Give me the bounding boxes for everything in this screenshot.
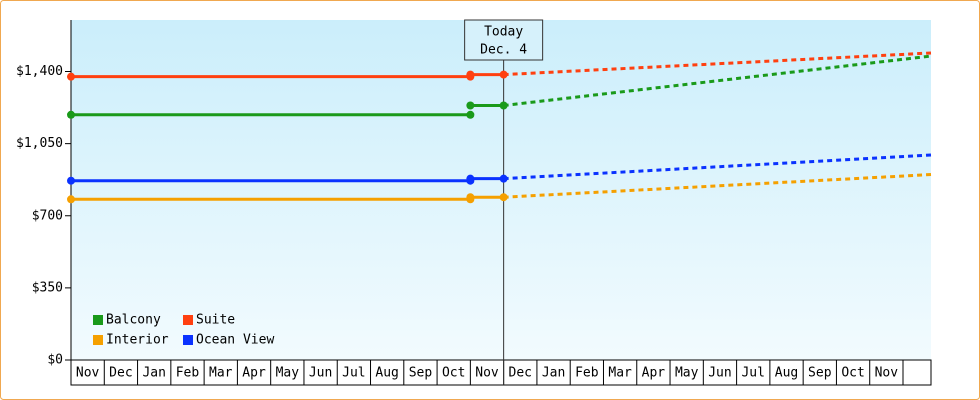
point [499,193,508,202]
x-tick-label: Dec [109,366,132,381]
x-tick-label: Sep [808,366,832,381]
month-strip [70,359,932,386]
x-tick-label: Mar [608,366,632,381]
x-tick-label: Feb [176,366,200,381]
x-tick-label: Oct [841,366,864,381]
legend-label: Interior [106,333,169,348]
x-tick-label: Sep [409,366,433,381]
legend-swatch [93,335,103,345]
today-date: Dec. 4 [480,43,527,58]
x-tick-label: Jul [741,366,764,381]
y-tick-label: $1,050 [16,136,63,151]
y-tick-label: $350 [32,280,63,295]
x-tick-label: Nov [76,366,100,381]
x-tick-label: Dec [509,366,532,381]
point [466,110,475,119]
x-tick-label: May [276,366,300,381]
x-tick-label: Apr [642,366,666,381]
point [466,193,475,202]
point [466,70,475,79]
legend-label: Balcony [106,313,161,328]
x-tick-label: Oct [442,366,465,381]
point [67,195,75,204]
legend-swatch [93,315,103,325]
x-tick-label: Jan [542,366,565,381]
x-tick-label: Jun [708,366,731,381]
point [466,174,475,183]
x-tick-label: Aug [375,366,398,381]
today-box [464,19,544,61]
legend-label: Ocean View [196,333,274,348]
x-tick-label: Aug [775,366,798,381]
point [67,72,75,81]
x-tick-label: May [675,366,699,381]
y-tick-label: $1,400 [16,64,63,79]
legend-label: Suite [196,313,235,328]
x-tick-label: Apr [242,366,266,381]
point [67,110,75,119]
x-tick-label: Feb [575,366,599,381]
point [499,70,508,79]
x-tick-label: Nov [875,366,899,381]
point [499,101,508,110]
y-tick-label: $700 [32,208,63,223]
x-tick-label: Jul [342,366,365,381]
point [67,176,75,185]
today-title: Today [484,25,523,40]
point [466,101,475,110]
y-tick-label: $0 [47,353,63,368]
x-tick-label: Nov [475,366,499,381]
x-tick-label: Mar [209,366,233,381]
point [499,174,508,183]
legend-swatch [183,335,193,345]
x-tick-label: Jun [309,366,332,381]
legend-swatch [183,315,193,325]
x-tick-label: Jan [142,366,165,381]
